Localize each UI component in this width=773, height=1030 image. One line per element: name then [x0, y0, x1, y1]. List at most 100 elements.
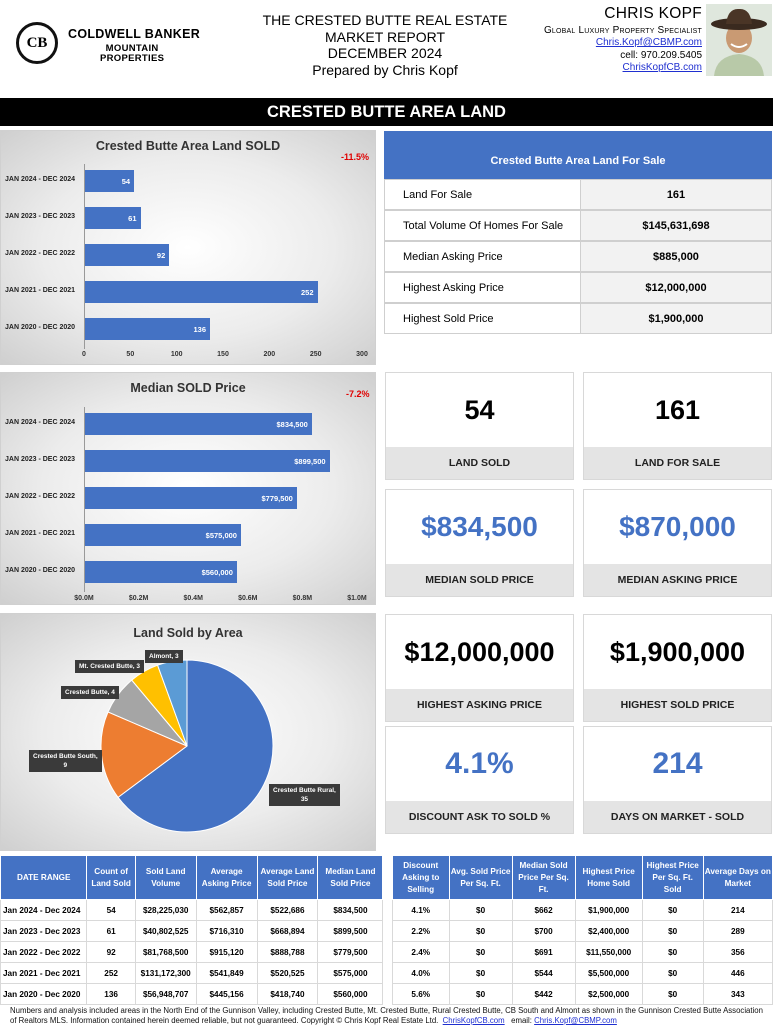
table-cell: $56,948,707 [134, 983, 197, 1005]
table-cell: $5,500,000 [574, 962, 643, 984]
bar: $560,000 [84, 561, 237, 583]
table-cell: $0 [448, 983, 513, 1005]
bar: $779,500 [84, 487, 297, 509]
table-cell: $0 [448, 941, 513, 963]
footer-website-link[interactable]: ChrisKopfCB.com [442, 1016, 505, 1025]
table-gap [382, 920, 393, 942]
x-tick-label: $0.6M [238, 595, 258, 602]
median-sold-price-chart: Median SOLD Price -7.2% JAN 2024 - DEC 2… [0, 372, 376, 605]
table-cell: $779,500 [317, 941, 384, 963]
table-cell: $888,788 [256, 941, 319, 963]
stat-tile: $870,000 MEDIAN ASKING PRICE [583, 489, 772, 597]
column-header: Avg. Sold Price Per Sq. Ft. [448, 855, 513, 900]
table-cell: 446 [702, 962, 773, 984]
table-cell: $562,857 [195, 899, 258, 921]
table-cell: $1,900,000 [574, 899, 643, 921]
change-percent: -7.2% [346, 389, 370, 399]
stat-value: 161 [654, 394, 701, 425]
table-gap [382, 899, 393, 921]
table-cell: 289 [702, 920, 773, 942]
report-title: THE CRESTED BUTTE REAL ESTATE MARKET REP… [262, 12, 508, 78]
table-cell: $0 [641, 920, 704, 942]
table-cell: $0 [448, 899, 513, 921]
stat-value: $12,000,000 [404, 636, 555, 667]
table-cell: $0 [448, 920, 513, 942]
stat-label: MEDIAN ASKING PRICE [584, 564, 771, 596]
stat-tile: $1,900,000 HIGHEST SOLD PRICE [583, 614, 772, 722]
stat-tile: 54 LAND SOLD [385, 372, 574, 480]
row-label: Land For Sale [385, 180, 580, 209]
table-row: Jan 2024 - Dec 2024 54 $28,225,030 $562,857… [0, 899, 773, 921]
agent-name: CHRIS KOPF [604, 5, 702, 22]
category-label: JAN 2024 - DEC 2024 [5, 419, 76, 426]
table-gap [382, 941, 393, 963]
x-tick-label: 200 [263, 351, 276, 358]
pie-slice [117, 659, 274, 833]
chart-title: Median SOLD Price [130, 381, 246, 395]
table-cell: $0 [641, 941, 704, 963]
stat-tile: 214 DAYS ON MARKET - SOLD [583, 726, 772, 834]
table-cell: $0 [641, 962, 704, 984]
pie-label: Almont, 3 [145, 650, 183, 663]
pie-chart-svg [100, 659, 274, 833]
x-tick-label: 300 [356, 351, 368, 358]
pie-label: Crested Butte, 4 [61, 686, 119, 699]
table-cell: $544 [511, 962, 576, 984]
table-cell: $899,500 [317, 920, 384, 942]
bar: $834,500 [84, 413, 312, 435]
column-header: Average Days on Market [702, 855, 773, 900]
table-cell: $40,802,525 [134, 920, 197, 942]
footer-email-link[interactable]: Chris.Kopf@CBMP.com [534, 1016, 617, 1025]
table-cell: $2,400,000 [574, 920, 643, 942]
table-cell: $522,686 [256, 899, 319, 921]
bar: 92 [84, 244, 170, 266]
table-gap [382, 855, 393, 900]
column-header: DATE RANGE [0, 855, 88, 900]
bar: 54 [84, 170, 135, 192]
stat-value: $834,500 [421, 511, 538, 542]
category-label: JAN 2022 - DEC 2022 [5, 493, 76, 500]
pie-label: Mt. Crested Butte, 3 [75, 660, 145, 673]
for-sale-row: Median Asking Price $885,000 [384, 241, 772, 272]
table-row: Jan 2022 - Dec 2022 92 $81,768,500 $915,120… [0, 941, 773, 963]
y-axis-line [84, 164, 85, 349]
chart-title: Land Sold by Area [133, 626, 243, 640]
column-header: Count of Land Sold [86, 855, 136, 900]
brand-subtitle: MOUNTAIN PROPERTIES [100, 43, 165, 64]
data-label: $899,500 [294, 456, 326, 466]
table-cell: $541,849 [195, 962, 258, 984]
table-cell: 61 [86, 920, 136, 942]
stat-value: 4.1% [445, 747, 514, 780]
for-sale-row: Total Volume Of Homes For Sale $145,631,6… [384, 210, 772, 241]
agent-website-link[interactable]: ChrisKopfCB.com [622, 62, 702, 73]
x-tick-label: $0.2M [128, 595, 149, 602]
agent-title: Global Luxury Property Specialist [543, 24, 702, 36]
table-cell: 214 [702, 899, 773, 921]
agent-email-link[interactable]: Chris.Kopf@CBMP.com [595, 37, 702, 48]
table-cell: Jan 2024 - Dec 2024 [0, 899, 88, 921]
bar: $899,500 [84, 450, 330, 472]
stat-label: LAND FOR SALE [584, 447, 771, 479]
data-label: $834,500 [276, 419, 308, 429]
data-label: $779,500 [261, 493, 293, 503]
stat-label: HIGHEST ASKING PRICE [386, 689, 573, 721]
column-header: Highest Price Per Sq. Ft. Sold [641, 855, 704, 900]
row-value: $885,000 [580, 242, 771, 271]
table-cell: $28,225,030 [134, 899, 197, 921]
agent-contact: CHRIS KOPF Global Luxury Property Specia… [520, 5, 702, 75]
table-cell: Jan 2021 - Dec 2021 [0, 962, 88, 984]
bar: 252 [84, 281, 318, 303]
agent-photo [706, 4, 772, 76]
table-cell: $2,500,000 [574, 983, 643, 1005]
table-cell: $700 [511, 920, 576, 942]
table-row: Jan 2020 - Dec 2020 136 $56,948,707 $445,15… [0, 983, 773, 1005]
table-cell: $716,310 [195, 920, 258, 942]
table-cell: $442 [511, 983, 576, 1005]
x-tick-label: 50 [126, 351, 135, 358]
for-sale-table-header: Crested Butte Area Land For Sale [384, 131, 772, 179]
row-value: 161 [580, 180, 771, 209]
table-cell: $520,525 [256, 962, 319, 984]
column-header: Median Sold Price Per Sq. Ft. [511, 855, 576, 900]
category-label: JAN 2020 - DEC 2020 [5, 567, 76, 574]
table-cell: $662 [511, 899, 576, 921]
